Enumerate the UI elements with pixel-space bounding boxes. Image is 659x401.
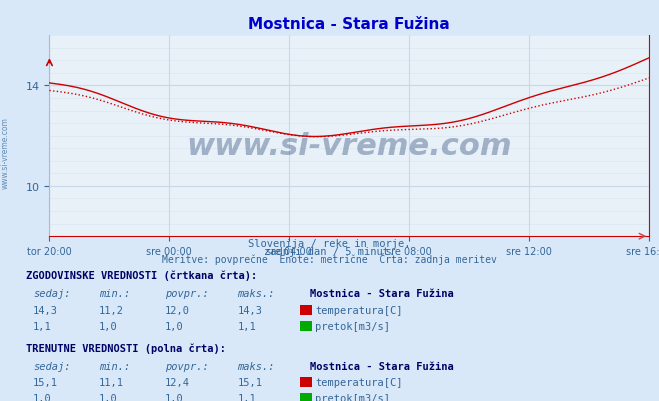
Text: 15,1: 15,1 (237, 377, 262, 387)
Text: temperatura[C]: temperatura[C] (315, 305, 403, 315)
Text: Mostnica - Stara Fužina: Mostnica - Stara Fužina (310, 361, 453, 371)
Text: ZGODOVINSKE VREDNOSTI (črtkana črta):: ZGODOVINSKE VREDNOSTI (črtkana črta): (26, 270, 258, 281)
Text: 1,0: 1,0 (99, 393, 117, 401)
Text: povpr.:: povpr.: (165, 361, 208, 371)
Title: Mostnica - Stara Fužina: Mostnica - Stara Fužina (248, 17, 450, 32)
Text: sedaj:: sedaj: (33, 289, 71, 299)
Text: 1,1: 1,1 (237, 321, 256, 331)
Text: min.:: min.: (99, 289, 130, 299)
Text: 15,1: 15,1 (33, 377, 58, 387)
Text: zadnji dan / 5 minut.: zadnji dan / 5 minut. (264, 247, 395, 257)
Text: 1,1: 1,1 (33, 321, 51, 331)
Text: maks.:: maks.: (237, 361, 275, 371)
Text: pretok[m3/s]: pretok[m3/s] (315, 321, 390, 331)
Text: 1,0: 1,0 (33, 393, 51, 401)
Text: Slovenija / reke in morje.: Slovenija / reke in morje. (248, 239, 411, 249)
Text: temperatura[C]: temperatura[C] (315, 377, 403, 387)
Text: sedaj:: sedaj: (33, 361, 71, 371)
Text: 11,2: 11,2 (99, 305, 124, 315)
Text: 1,0: 1,0 (99, 321, 117, 331)
Text: www.si-vreme.com: www.si-vreme.com (186, 132, 512, 161)
Text: min.:: min.: (99, 361, 130, 371)
Text: TRENUTNE VREDNOSTI (polna črta):: TRENUTNE VREDNOSTI (polna črta): (26, 342, 226, 353)
Text: 14,3: 14,3 (237, 305, 262, 315)
Text: maks.:: maks.: (237, 289, 275, 299)
Text: 12,4: 12,4 (165, 377, 190, 387)
Text: povpr.:: povpr.: (165, 289, 208, 299)
Text: 1,0: 1,0 (165, 321, 183, 331)
Text: www.si-vreme.com: www.si-vreme.com (1, 117, 10, 188)
Text: 1,1: 1,1 (237, 393, 256, 401)
Text: 14,3: 14,3 (33, 305, 58, 315)
Text: 11,1: 11,1 (99, 377, 124, 387)
Text: 12,0: 12,0 (165, 305, 190, 315)
Text: Mostnica - Stara Fužina: Mostnica - Stara Fužina (310, 289, 453, 299)
Text: pretok[m3/s]: pretok[m3/s] (315, 393, 390, 401)
Text: Meritve: povprečne  Enote: metrične  Črta: zadnja meritev: Meritve: povprečne Enote: metrične Črta:… (162, 253, 497, 265)
Text: 1,0: 1,0 (165, 393, 183, 401)
